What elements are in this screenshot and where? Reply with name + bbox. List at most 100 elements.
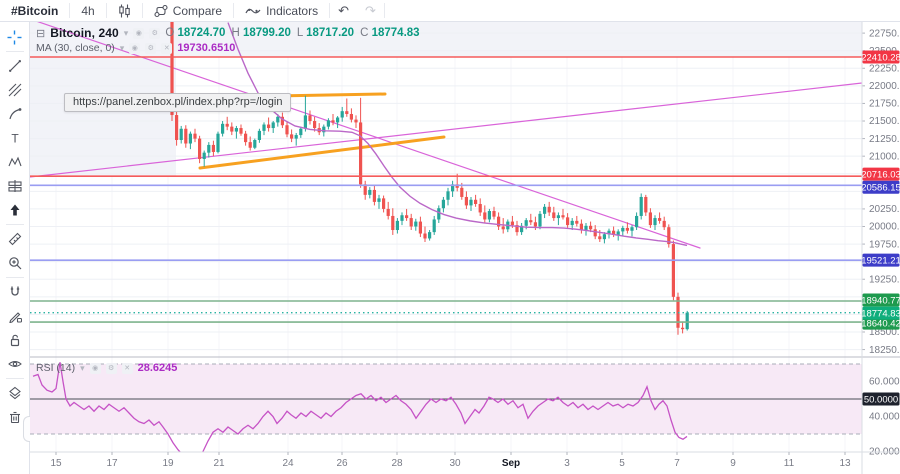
descending-trendline[interactable]	[33, 20, 701, 249]
chevron-down-icon[interactable]: ▾	[119, 42, 125, 53]
candle-body	[432, 219, 436, 233]
undo-button[interactable]: ↶	[338, 2, 349, 18]
candle-body	[248, 142, 252, 148]
candle-body	[593, 229, 597, 237]
candle-body	[543, 206, 547, 214]
redo-button[interactable]: ↷	[365, 2, 376, 18]
candle-body	[515, 225, 519, 233]
candle-body	[598, 236, 602, 240]
rsi-settings-icon[interactable]: ⚙	[105, 362, 117, 374]
chevron-down-icon[interactable]: ▾	[80, 362, 85, 373]
toolbar-separator	[141, 3, 143, 18]
candle-body	[510, 221, 514, 226]
arrow-marker-tool[interactable]	[3, 198, 27, 222]
sidebar-collapse-handle[interactable]	[23, 416, 30, 442]
candle-body	[382, 198, 386, 209]
ascending-trendline[interactable]	[30, 82, 862, 178]
ruler-tool[interactable]	[3, 227, 27, 251]
brush-tool[interactable]	[3, 102, 27, 126]
text-tool[interactable]: T	[3, 126, 27, 150]
link-preview-tooltip: https://panel.zenbox.pl/index.php?rp=/lo…	[64, 93, 292, 112]
ma-title[interactable]: MA (30, close, 0)	[36, 42, 115, 54]
open-value: 18724.70	[177, 27, 226, 39]
top-toolbar: #Bitcoin 4h Compare	[0, 0, 900, 22]
series-settings-icon[interactable]: ⚙	[149, 27, 161, 39]
rsi-eye-icon[interactable]: ◉	[89, 362, 101, 374]
series-eye-icon[interactable]: ◉	[133, 27, 145, 39]
candlestick-icon	[118, 4, 131, 18]
lock-tool[interactable]	[3, 328, 27, 352]
ma-30-line[interactable]	[227, 22, 688, 247]
candle-body	[625, 227, 629, 231]
sidebar-divider	[5, 378, 24, 379]
price-pane[interactable]	[30, 0, 862, 351]
indicators-button[interactable]: Indicators	[234, 0, 329, 21]
candle-body	[179, 128, 183, 141]
axes[interactable]: 22750.0022500.0022250.0022000.0021750.00…	[30, 22, 900, 474]
forecast-tool[interactable]	[3, 174, 27, 198]
crosshair-tool[interactable]	[3, 25, 27, 49]
candle-body	[464, 196, 468, 206]
chevron-down-icon[interactable]: ▾	[123, 27, 129, 38]
trend-line-tool[interactable]	[3, 54, 27, 78]
drawing-edit-tool[interactable]	[3, 304, 27, 328]
candle-body	[299, 128, 303, 136]
time-axis-label: Sep	[502, 458, 520, 469]
rsi-mid-label	[862, 392, 900, 406]
ma-eye-icon[interactable]: ◉	[129, 42, 141, 54]
candle-body	[336, 117, 340, 123]
candle-body	[469, 199, 473, 206]
candle-body	[290, 134, 294, 139]
pennant-lower-line[interactable]	[198, 135, 446, 170]
price-axis-label: 20000.00	[869, 222, 900, 233]
candle-body	[377, 198, 381, 202]
candle-body	[602, 234, 606, 240]
time-axis-label: 11	[784, 458, 795, 469]
rsi-line[interactable]	[32, 362, 688, 464]
ma-close-icon[interactable]: ✕	[161, 42, 173, 54]
time-axis-label: 26	[336, 458, 348, 469]
time-axis-label: 5	[619, 458, 625, 469]
candle-body	[566, 217, 570, 226]
magnet-tool[interactable]	[3, 280, 27, 304]
collapse-pane-icon[interactable]: ⊟	[36, 27, 46, 40]
candle-body	[552, 212, 556, 219]
zoom-in-tool[interactable]	[3, 251, 27, 275]
candle-body	[579, 223, 583, 231]
candle-body	[400, 215, 404, 221]
candle-body	[253, 140, 257, 148]
trash-tool[interactable]	[3, 405, 27, 429]
interval-button[interactable]: 4h	[81, 3, 95, 18]
indicators-icon	[245, 5, 261, 17]
main-series-legend: ⊟ Bitcoin, 240 ▾ ◉ ⚙ O 18724.70 H 18799.…	[36, 26, 420, 40]
compare-button[interactable]: Compare	[143, 0, 233, 21]
ma-settings-icon[interactable]: ⚙	[145, 42, 157, 54]
series-title[interactable]: Bitcoin, 240	[50, 26, 119, 40]
candle-body	[308, 115, 312, 122]
rsi-close-icon[interactable]: ✕	[121, 362, 133, 374]
gann-fib-tool[interactable]	[3, 78, 27, 102]
candle-body	[221, 123, 225, 134]
candle-body	[230, 126, 234, 132]
price-level-label-text: 20716.03	[861, 169, 900, 180]
rsi-pane[interactable]	[30, 362, 862, 464]
symbol-button[interactable]: #Bitcoin	[11, 3, 59, 18]
candle-body	[437, 208, 441, 220]
drawing-toolbar: T	[0, 22, 30, 474]
candle-body	[211, 144, 215, 152]
candle-body	[561, 215, 565, 218]
candle-body	[607, 230, 611, 235]
eye-tool[interactable]	[3, 352, 27, 376]
rsi-title[interactable]: RSI (14)	[36, 362, 76, 374]
ohlc-values: O 18724.70 H 18799.20 L 18717.20 C 18774…	[165, 27, 420, 39]
time-axis-label: 21	[213, 458, 225, 469]
chart-style-button[interactable]	[107, 0, 142, 21]
xabcd-pattern-tool[interactable]	[3, 150, 27, 174]
price-axis-label: 22750.00	[869, 28, 900, 39]
current-price-label-text: 18774.83	[861, 308, 900, 319]
layers-tool[interactable]	[3, 381, 27, 405]
candle-body	[474, 199, 478, 204]
ma-indicator-legend: MA (30, close, 0) ▾ ◉ ⚙ ✕ 19730.6510	[36, 42, 235, 54]
